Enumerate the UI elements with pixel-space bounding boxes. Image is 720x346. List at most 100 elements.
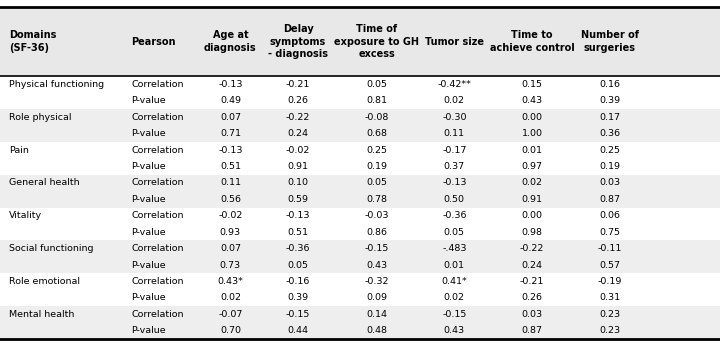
Text: -0.21: -0.21 <box>286 80 310 89</box>
Text: Correlation: Correlation <box>131 113 184 122</box>
Text: Role physical: Role physical <box>9 113 71 122</box>
Bar <box>0 126 720 142</box>
Text: -0.15: -0.15 <box>286 310 310 319</box>
Text: P-value: P-value <box>131 293 166 302</box>
Text: -0.19: -0.19 <box>598 277 622 286</box>
Text: 0.10: 0.10 <box>287 179 309 188</box>
Text: 0.75: 0.75 <box>599 228 621 237</box>
Text: Vitality: Vitality <box>9 211 42 220</box>
Text: 0.51: 0.51 <box>220 162 241 171</box>
Text: 0.01: 0.01 <box>521 146 543 155</box>
Text: Time to
achieve control: Time to achieve control <box>490 30 575 53</box>
Text: Time of
exposure to GH
excess: Time of exposure to GH excess <box>334 24 419 59</box>
Text: 0.49: 0.49 <box>220 96 241 105</box>
Text: 0.43: 0.43 <box>366 261 387 270</box>
Text: -0.02: -0.02 <box>218 211 243 220</box>
Text: 0.19: 0.19 <box>366 162 387 171</box>
Text: -0.21: -0.21 <box>520 277 544 286</box>
Text: -0.07: -0.07 <box>218 310 243 319</box>
Text: -0.02: -0.02 <box>286 146 310 155</box>
Text: 0.11: 0.11 <box>220 179 241 188</box>
Text: 0.73: 0.73 <box>220 261 241 270</box>
Text: 0.39: 0.39 <box>287 293 309 302</box>
Text: 0.91: 0.91 <box>521 195 543 204</box>
Text: P-value: P-value <box>131 326 166 335</box>
Text: Correlation: Correlation <box>131 179 184 188</box>
Text: 0.43*: 0.43* <box>217 277 243 286</box>
Text: 0.87: 0.87 <box>521 326 543 335</box>
Text: 0.23: 0.23 <box>599 326 621 335</box>
Text: -0.30: -0.30 <box>442 113 467 122</box>
Text: Correlation: Correlation <box>131 80 184 89</box>
Bar <box>0 191 720 208</box>
Text: 0.00: 0.00 <box>521 211 543 220</box>
Text: -0.13: -0.13 <box>218 80 243 89</box>
Text: -0.17: -0.17 <box>442 146 467 155</box>
Text: -0.15: -0.15 <box>364 244 389 253</box>
Bar <box>0 322 720 339</box>
Text: -0.13: -0.13 <box>218 146 243 155</box>
Text: -0.16: -0.16 <box>286 277 310 286</box>
Text: 0.50: 0.50 <box>444 195 465 204</box>
Text: -0.15: -0.15 <box>442 310 467 319</box>
Text: General health: General health <box>9 179 79 188</box>
Text: -.483: -.483 <box>442 244 467 253</box>
Text: 0.05: 0.05 <box>287 261 309 270</box>
Text: P-value: P-value <box>131 162 166 171</box>
Text: 0.00: 0.00 <box>521 113 543 122</box>
Text: Pain: Pain <box>9 146 29 155</box>
Text: 0.07: 0.07 <box>220 113 241 122</box>
Text: P-value: P-value <box>131 261 166 270</box>
Text: 0.03: 0.03 <box>521 310 543 319</box>
Text: 0.93: 0.93 <box>220 228 241 237</box>
Text: -0.22: -0.22 <box>286 113 310 122</box>
Text: P-value: P-value <box>131 96 166 105</box>
Text: -0.36: -0.36 <box>286 244 310 253</box>
Text: Correlation: Correlation <box>131 244 184 253</box>
Text: 0.05: 0.05 <box>366 80 387 89</box>
Text: 0.71: 0.71 <box>220 129 241 138</box>
Text: 0.02: 0.02 <box>444 96 465 105</box>
Text: 0.36: 0.36 <box>599 129 621 138</box>
Text: Correlation: Correlation <box>131 277 184 286</box>
Text: Pearson: Pearson <box>131 37 176 46</box>
Bar <box>0 109 720 125</box>
Text: 0.81: 0.81 <box>366 96 387 105</box>
Text: 0.05: 0.05 <box>366 179 387 188</box>
Text: 0.86: 0.86 <box>366 228 387 237</box>
Text: 0.05: 0.05 <box>444 228 465 237</box>
Text: 0.70: 0.70 <box>220 326 241 335</box>
Text: 0.09: 0.09 <box>366 293 387 302</box>
Text: 0.06: 0.06 <box>599 211 621 220</box>
Text: -0.13: -0.13 <box>442 179 467 188</box>
Text: 0.31: 0.31 <box>599 293 621 302</box>
Text: 0.14: 0.14 <box>366 310 387 319</box>
Text: 0.24: 0.24 <box>521 261 543 270</box>
Text: Number of
surgeries: Number of surgeries <box>581 30 639 53</box>
Text: 0.37: 0.37 <box>444 162 465 171</box>
Text: 0.98: 0.98 <box>521 228 543 237</box>
Text: 0.01: 0.01 <box>444 261 465 270</box>
Text: 0.15: 0.15 <box>521 80 543 89</box>
Text: P-value: P-value <box>131 195 166 204</box>
Text: 0.07: 0.07 <box>220 244 241 253</box>
Text: 0.24: 0.24 <box>287 129 309 138</box>
Text: 0.91: 0.91 <box>287 162 309 171</box>
Text: 0.11: 0.11 <box>444 129 465 138</box>
Text: 0.44: 0.44 <box>287 326 309 335</box>
Text: Role emotional: Role emotional <box>9 277 80 286</box>
Text: 0.39: 0.39 <box>599 96 621 105</box>
Text: 0.87: 0.87 <box>599 195 621 204</box>
Text: -0.42**: -0.42** <box>437 80 472 89</box>
Text: P-value: P-value <box>131 228 166 237</box>
Text: 0.02: 0.02 <box>521 179 543 188</box>
Text: 0.25: 0.25 <box>599 146 621 155</box>
Text: 0.43: 0.43 <box>521 96 543 105</box>
Text: -0.36: -0.36 <box>442 211 467 220</box>
Text: 0.26: 0.26 <box>287 96 309 105</box>
Text: Correlation: Correlation <box>131 310 184 319</box>
Text: 0.78: 0.78 <box>366 195 387 204</box>
Text: 0.19: 0.19 <box>599 162 621 171</box>
Text: 0.48: 0.48 <box>366 326 387 335</box>
Text: 0.02: 0.02 <box>444 293 465 302</box>
